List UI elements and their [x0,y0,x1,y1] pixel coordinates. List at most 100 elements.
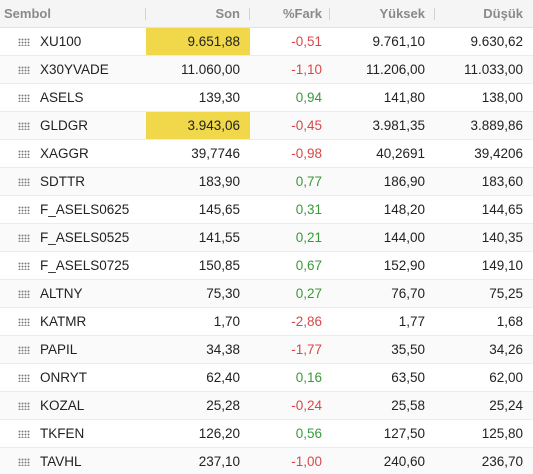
symbol-cell[interactable]: XU100 [0,28,146,55]
symbol-cell[interactable]: ONRYT [0,364,146,391]
column-header-low[interactable]: Düşük [435,0,533,27]
symbol-label: TKFEN [40,426,85,441]
drag-handle-icon[interactable] [18,149,30,158]
low-cell: 140,35 [481,230,523,245]
change-percent-cell: -1,00 [291,454,322,469]
symbol-label: XU100 [40,34,82,49]
low-cell: 39,4206 [474,146,523,161]
drag-handle-icon[interactable] [18,93,30,102]
table-row[interactable]: F_ASELS0625 145,65 0,31 148,20 144,65 [0,196,533,224]
drag-handle-icon[interactable] [18,261,30,270]
table-row[interactable]: ALTNY 75,30 0,27 76,70 75,25 [0,280,533,308]
table-row[interactable]: PAPIL 34,38 -1,77 35,50 34,26 [0,336,533,364]
low-cell: 125,80 [481,426,523,441]
table-row[interactable]: TAVHL 237,10 -1,00 240,60 236,70 [0,448,533,474]
symbol-cell[interactable]: F_ASELS0525 [0,224,146,251]
symbol-label: KATMR [40,314,87,329]
change-percent-cell: -1,10 [291,62,322,77]
low-cell: 149,10 [481,258,523,273]
symbol-cell[interactable]: F_ASELS0625 [0,196,146,223]
drag-handle-icon[interactable] [18,177,30,186]
symbol-cell[interactable]: F_ASELS0725 [0,252,146,279]
table-row[interactable]: ASELS 139,30 0,94 141,80 138,00 [0,84,533,112]
symbol-label: SDTTR [40,174,85,189]
low-cell: 11.033,00 [463,62,523,77]
table-body: XU100 9.651,88 -0,51 9.761,10 9.630,62 X30YVA… [0,28,533,474]
drag-handle-icon[interactable] [18,429,30,438]
symbol-cell[interactable]: SDTTR [0,168,146,195]
symbol-cell[interactable]: KATMR [0,308,146,335]
column-divider[interactable] [434,8,435,20]
table-row[interactable]: F_ASELS0525 141,55 0,21 144,00 140,35 [0,224,533,252]
change-percent-cell: -0,51 [291,34,322,49]
column-header-change-label: %Fark [282,6,322,21]
high-cell: 76,70 [391,286,425,301]
table-row[interactable]: GLDGR 3.943,06 -0,45 3.981,35 3.889,86 [0,112,533,140]
column-divider[interactable] [145,8,146,20]
drag-handle-icon[interactable] [18,37,30,46]
high-cell: 9.761,10 [372,34,425,49]
drag-handle-icon[interactable] [18,317,30,326]
change-percent-cell: -0,24 [291,398,322,413]
table-row[interactable]: ONRYT 62,40 0,16 63,50 62,00 [0,364,533,392]
high-cell: 148,20 [383,202,425,217]
low-cell: 62,00 [489,370,523,385]
symbol-label: PAPIL [40,342,78,357]
table-row[interactable]: KOZAL 25,28 -0,24 25,58 25,24 [0,392,533,420]
last-price-cell: 3.943,06 [146,112,250,139]
low-cell: 144,65 [481,202,523,217]
high-cell: 186,90 [383,174,425,189]
change-percent-cell: -1,77 [291,342,322,357]
last-price-cell: 62,40 [206,370,240,385]
high-cell: 144,00 [383,230,425,245]
table-row[interactable]: SDTTR 183,90 0,77 186,90 183,60 [0,168,533,196]
change-percent-cell: 0,16 [295,370,322,385]
change-percent-cell: 0,94 [295,90,322,105]
symbol-cell[interactable]: X30YVADE [0,56,146,83]
symbol-cell[interactable]: XAGGR [0,140,146,167]
high-cell: 152,90 [383,258,425,273]
column-header-last[interactable]: Son [146,0,250,27]
column-divider[interactable] [329,8,330,20]
column-header-high-label: Yüksek [379,6,425,21]
symbol-cell[interactable]: KOZAL [0,392,146,419]
drag-handle-icon[interactable] [18,345,30,354]
change-percent-cell: 0,77 [295,174,322,189]
symbol-cell[interactable]: TKFEN [0,420,146,447]
symbol-cell[interactable]: TAVHL [0,448,146,474]
last-price-cell: 141,55 [198,230,240,245]
change-percent-cell: 0,21 [295,230,322,245]
last-price-cell: 183,90 [198,174,240,189]
symbol-cell[interactable]: ASELS [0,84,146,111]
drag-handle-icon[interactable] [18,373,30,382]
column-header-symbol[interactable]: Sembol [0,0,146,27]
last-price-cell: 237,10 [198,454,240,469]
drag-handle-icon[interactable] [18,289,30,298]
column-header-high[interactable]: Yüksek [330,0,435,27]
column-header-last-label: Son [215,6,240,21]
column-header-change[interactable]: %Fark [250,0,330,27]
symbol-cell[interactable]: ALTNY [0,280,146,307]
column-divider[interactable] [249,8,250,20]
table-row[interactable]: XU100 9.651,88 -0,51 9.761,10 9.630,62 [0,28,533,56]
table-row[interactable]: XAGGR 39,7746 -0,98 40,2691 39,4206 [0,140,533,168]
table-row[interactable]: TKFEN 126,20 0,56 127,50 125,80 [0,420,533,448]
table-row[interactable]: X30YVADE 11.060,00 -1,10 11.206,00 11.033,00 [0,56,533,84]
drag-handle-icon[interactable] [18,401,30,410]
symbol-label: ALTNY [40,286,83,301]
symbol-label: TAVHL [40,454,82,469]
change-percent-cell: -0,45 [291,118,322,133]
table-row[interactable]: F_ASELS0725 150,85 0,67 152,90 149,10 [0,252,533,280]
symbol-cell[interactable]: GLDGR [0,112,146,139]
drag-handle-icon[interactable] [18,121,30,130]
drag-handle-icon[interactable] [18,457,30,466]
drag-handle-icon[interactable] [18,233,30,242]
symbol-cell[interactable]: PAPIL [0,336,146,363]
table-row[interactable]: KATMR 1,70 -2,86 1,77 1,68 [0,308,533,336]
drag-handle-icon[interactable] [18,65,30,74]
symbol-label: ONRYT [40,370,88,385]
low-cell: 34,26 [489,342,523,357]
drag-handle-icon[interactable] [18,205,30,214]
change-percent-cell: -2,86 [291,314,322,329]
last-price-cell: 9.651,88 [146,28,250,55]
